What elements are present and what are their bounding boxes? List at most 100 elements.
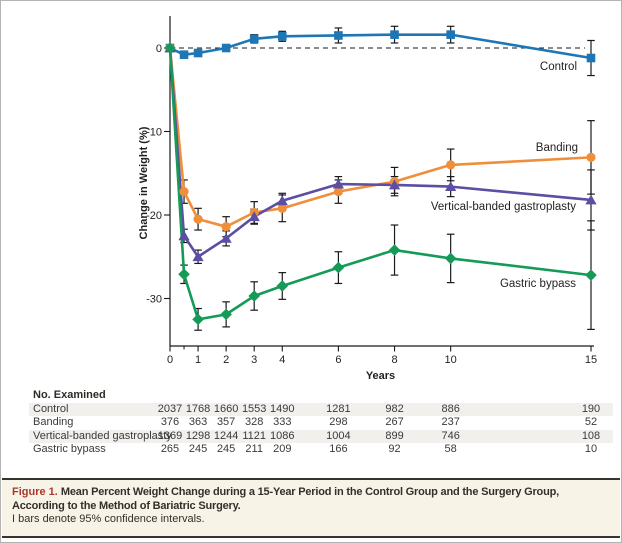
marker-vertical-banded-gastroplasty [192, 251, 204, 262]
row-value: 209 [273, 443, 292, 456]
marker-banding [333, 187, 344, 197]
weight-change-chart: 0 -10 -20 -30 0 1 2 3 4 6 8 10 15 Change in Weight (%… [138, 16, 597, 382]
marker-gastric-bypass [220, 308, 232, 321]
row-value: 1369 [157, 429, 183, 442]
marker-control [249, 34, 259, 44]
marker-gastric-bypass [332, 261, 345, 274]
y-tick-label: 0 [156, 43, 162, 55]
series-label-banding: Banding [536, 142, 578, 154]
marker-gastric-bypass [164, 42, 176, 54]
x-tick-label: 8 [391, 354, 397, 366]
series-line-banding [168, 47, 592, 228]
marker-gastric-bypass [178, 268, 190, 281]
row-label: Control [33, 403, 69, 415]
row-value: 52 [584, 416, 598, 429]
x-tick-label: 3 [251, 354, 257, 366]
row-value: 376 [160, 416, 180, 429]
series-line-gastric-bypass [168, 47, 592, 321]
marker-vertical-banded-gastroplasty [178, 230, 190, 241]
examined-table-title: No. Examined [33, 389, 106, 401]
row-value: 899 [385, 429, 404, 442]
table-row-gastric-bypass: Gastric bypass 265 245 245 211 209 166 92 58 10 [29, 443, 613, 456]
marker-control [221, 43, 231, 53]
caption-note: I bars denote 95% confidence intervals. [12, 513, 205, 525]
x-tick-label: 1 [195, 354, 201, 366]
marker-vertical-banded-gastroplasty [248, 211, 260, 222]
row-value: 886 [441, 403, 460, 415]
row-value: 1121 [242, 429, 267, 442]
series-line-vertical-banded-gastroplasty [168, 47, 592, 259]
row-value: 166 [329, 443, 348, 456]
row-value: 357 [216, 416, 236, 429]
marker-vertical-banded-gastroplasty [388, 179, 401, 190]
row-value: 265 [160, 443, 180, 456]
marker-vertical-banded-gastroplasty [276, 195, 288, 206]
row-value: 1553 [241, 403, 267, 415]
row-value: 1086 [270, 429, 295, 442]
marker-vertical-banded-gastroplasty [445, 181, 457, 192]
x-tick-label: 10 [445, 354, 457, 366]
figure-caption: Figure 1. Mean Percent Weight Change dur… [2, 478, 620, 538]
table-row-control: Control 2037 1768 1660 1553 1490 1281 982 886 190 [29, 403, 613, 417]
x-tick-label: 6 [335, 354, 341, 366]
row-value: 58 [444, 443, 457, 456]
row-value: 298 [329, 416, 348, 429]
marker-banding [277, 203, 287, 213]
y-axis-title: Change in Weight (%) [138, 126, 150, 239]
row-value: 1660 [213, 403, 239, 415]
marker-gastric-bypass [192, 313, 204, 326]
series-label-gastric-bypass: Gastric bypass [500, 278, 576, 290]
marker-gastric-bypass [444, 252, 457, 265]
marker-control [277, 32, 287, 41]
marker-control [390, 30, 399, 39]
marker-control [446, 30, 455, 39]
row-value: 1244 [213, 429, 239, 442]
row-value: 237 [441, 416, 460, 429]
row-label: Banding [33, 416, 74, 429]
table-row-banding: Banding 376 363 357 328 333 298 267 237 52 [29, 416, 613, 429]
row-value: 1004 [326, 429, 351, 442]
marker-banding [221, 222, 231, 232]
row-value: 982 [385, 403, 404, 415]
row-value: 108 [581, 429, 601, 442]
row-label: Gastric bypass [33, 443, 106, 456]
x-tick-label: 15 [585, 354, 597, 366]
marker-control [193, 48, 203, 58]
row-value: 92 [388, 443, 401, 456]
marker-control [586, 53, 596, 63]
table-row-vertical-banded-gastroplasty: Vertical-banded gastroplasty 1369 1298 1244… [29, 429, 613, 444]
row-value: 328 [245, 416, 264, 429]
x-tick-label: 0 [167, 354, 173, 366]
marker-banding [193, 214, 203, 224]
row-value: 245 [216, 443, 236, 456]
marker-vertical-banded-gastroplasty [585, 194, 597, 205]
row-value: 333 [273, 416, 292, 429]
figure-number-label: Figure 1. [12, 486, 58, 498]
x-tick-label: 4 [279, 354, 285, 366]
row-value: 1281 [326, 403, 351, 415]
row-value: 1490 [270, 403, 295, 415]
y-tick-label: -10 [146, 126, 162, 138]
marker-banding [179, 187, 189, 197]
examined-table: No. Examined Control 2037 1768 1660 1553 1490… [1, 389, 621, 457]
row-label: Vertical-banded gastroplasty [33, 429, 172, 442]
y-tick-label: -30 [146, 293, 162, 305]
row-value: 363 [188, 416, 208, 429]
marker-vertical-banded-gastroplasty [220, 232, 232, 243]
row-value: 190 [581, 403, 601, 415]
row-value: 1298 [185, 429, 211, 442]
row-value: 245 [188, 443, 208, 456]
marker-gastric-bypass [276, 280, 289, 292]
row-value: 267 [385, 416, 404, 429]
series-label-vertical-banded-gastroplasty: Vertical-banded gastroplasty [431, 201, 576, 213]
row-value: 746 [441, 429, 460, 442]
y-tick-label: -20 [146, 210, 162, 222]
row-value: 10 [584, 443, 598, 456]
series-line-control [169, 33, 592, 60]
marker-vertical-banded-gastroplasty [332, 178, 345, 189]
marker-control [334, 31, 343, 40]
row-value: 211 [245, 443, 263, 456]
caption-title-line: Figure 1. Mean Percent Weight Change dur… [12, 486, 608, 513]
row-value: 1768 [185, 403, 211, 415]
